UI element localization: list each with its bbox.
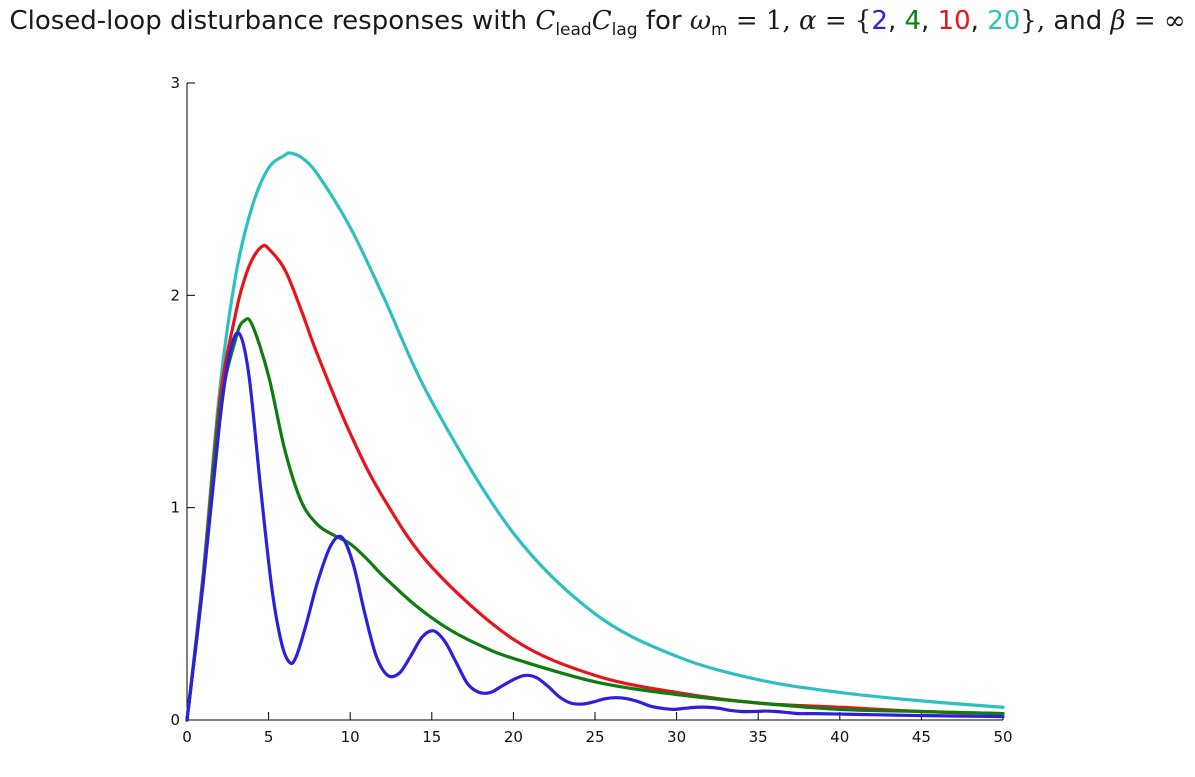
x-tick-label: 45 (912, 728, 931, 746)
x-tick-label: 50 (993, 728, 1012, 746)
title-for: for (645, 6, 682, 36)
c-lead-symbol: C (535, 6, 556, 36)
chart-axes: 0 5 10 15 20 25 30 35 40 45 50 0 1 2 3 (170, 74, 1012, 746)
omega-equals: = 1, (735, 6, 791, 36)
title-prefix: Closed-loop disturbance responses with (9, 6, 528, 36)
alpha-value-4: 4 (904, 6, 922, 36)
x-tick-label: 20 (504, 728, 523, 746)
alpha-value-2: 2 (871, 6, 888, 36)
y-tick-label: 1 (170, 499, 180, 517)
y-tick-label: 0 (170, 711, 180, 729)
series-line-alpha-4 (185, 317, 1005, 722)
x-tick-label: 35 (749, 728, 768, 746)
series-line-alpha-20 (185, 151, 1005, 722)
chart-series-group (185, 151, 1005, 722)
chart-title: Closed-loop disturbance responses with C… (9, 6, 1186, 40)
alpha-equals-brace: = { (824, 6, 872, 36)
alpha-symbol: α (798, 6, 817, 36)
x-tick-label: 25 (585, 728, 604, 746)
x-tick-label: 10 (341, 728, 360, 746)
omega-symbol: ω (689, 6, 712, 36)
x-tick-label: 5 (264, 728, 274, 746)
y-tick-label: 3 (170, 74, 180, 92)
series-line-alpha-2 (185, 331, 1005, 722)
c-lag-symbol: C (591, 6, 612, 36)
beta-symbol: β (1110, 6, 1126, 36)
alpha-value-20: 20 (987, 6, 1021, 36)
alpha-value-10: 10 (937, 6, 971, 36)
x-tick-label: 15 (422, 728, 441, 746)
omega-subscript: m (711, 20, 728, 40)
x-tick-label: 40 (830, 728, 849, 746)
c-lag-subscript: lag (611, 20, 638, 40)
title-and: and (1053, 6, 1103, 36)
beta-equals-infinity: = ∞ (1133, 6, 1186, 36)
y-tick-label: 2 (170, 286, 180, 304)
series-line-alpha-10 (185, 243, 1005, 722)
x-tick-label: 0 (182, 728, 192, 746)
x-tick-label: 30 (667, 728, 686, 746)
alpha-close-brace: }, (1020, 6, 1046, 36)
c-lead-subscript: lead (555, 20, 592, 40)
